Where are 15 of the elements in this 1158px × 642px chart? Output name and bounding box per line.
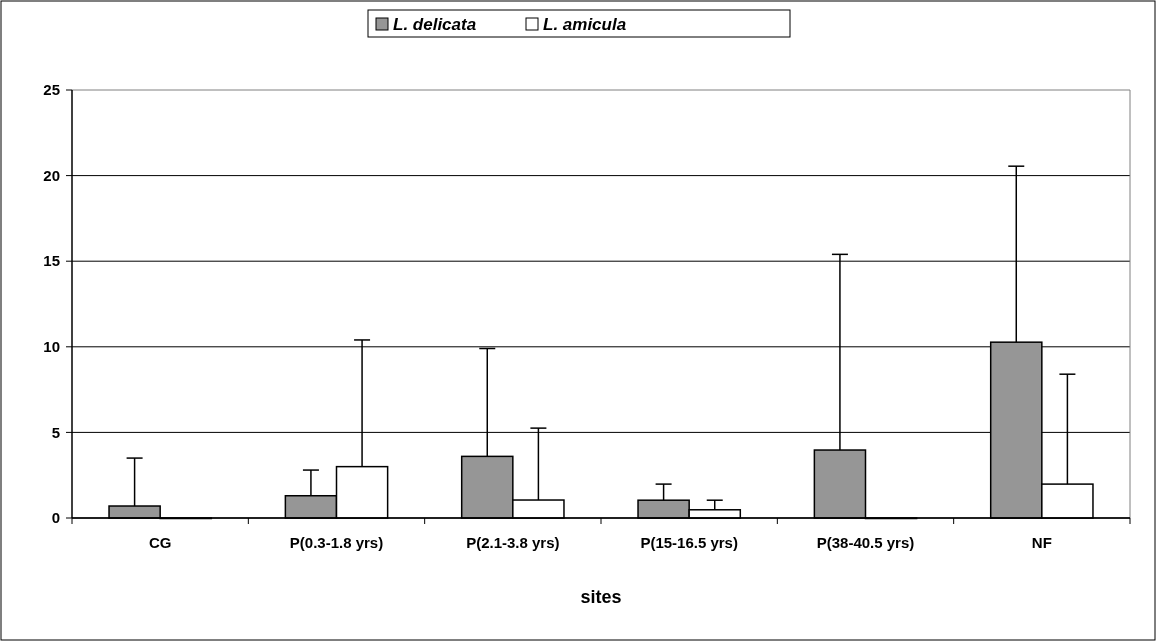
x-tick-label: CG (148, 534, 172, 551)
y-tick-label: 5 (51, 423, 60, 441)
x-axis-title: sites (580, 587, 622, 607)
x-tick-label: P(38-40.5 yrs) (816, 534, 915, 551)
y-tick-label: 10 (43, 338, 60, 356)
legend-label: L. amicula (543, 15, 627, 34)
y-tick-label: 25 (43, 81, 60, 99)
x-tick-label: P(2.1-3.8 yrs) (466, 534, 560, 551)
x-tick-label: P(15-16.5 yrs) (640, 534, 738, 551)
legend-label: L. delicata (393, 15, 477, 34)
y-tick-label: 20 (43, 166, 60, 184)
x-tick-label: NF (1031, 534, 1052, 551)
y-tick-label: 0 (51, 509, 60, 527)
x-tick-label: P(0.3-1.8 yrs) (289, 534, 384, 551)
y-tick-label: 15 (43, 252, 60, 270)
